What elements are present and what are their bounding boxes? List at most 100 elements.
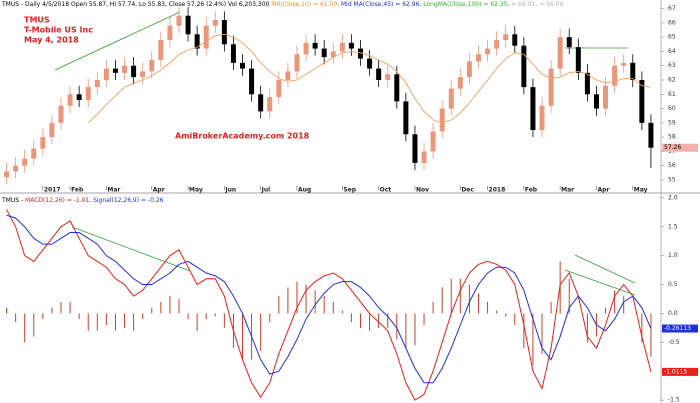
candle-body (22, 158, 28, 166)
y-tick-label: 67 (668, 5, 676, 12)
annotation: T-Mobile US Inc (24, 26, 93, 35)
y-tick-label: 55 (668, 177, 676, 184)
y-tick-label: 58 (668, 134, 676, 141)
candle-body (412, 134, 418, 163)
candle-body (539, 105, 545, 130)
candle-body (249, 68, 255, 95)
candle-body (13, 165, 19, 172)
header-part: Mid MA(Close,45) = 62.96, (341, 1, 423, 8)
x-tick-label: Aug (298, 187, 311, 194)
header: TMUS - MACD(12,26) = -1.01, Signal(12,26… (1, 197, 164, 204)
x-tick-label: Oct (380, 187, 392, 194)
candle-body (158, 40, 164, 60)
candle-body (258, 94, 264, 112)
candle-body (240, 62, 246, 69)
candle-body (94, 80, 100, 88)
candle-body (167, 25, 173, 40)
candle-body (466, 61, 472, 78)
annotation: TMUS (24, 16, 50, 25)
value-marker (662, 367, 698, 376)
candle-body (485, 48, 491, 55)
candle-body (548, 68, 554, 106)
x-tick-label: Sep (343, 187, 356, 194)
candle-body (421, 151, 427, 163)
candle-body (49, 122, 55, 138)
x-tick-label: Feb (71, 187, 84, 194)
candle-body (530, 87, 536, 130)
y-tick-label: 65 (668, 34, 676, 41)
candle-body (221, 20, 227, 45)
candle-body (103, 68, 109, 80)
candle-body (385, 74, 391, 80)
candle-body (112, 68, 118, 73)
header-part: MA(Close,10) = 61.50, (271, 1, 341, 8)
x-tick-label: 2018 (489, 187, 506, 194)
y-tick-label: 0.0 (668, 310, 678, 317)
candle-body (230, 44, 236, 63)
trend-line (54, 11, 181, 71)
candle-body (140, 71, 146, 78)
header-part: TMUS - Daily 4/5/2018 Open 55.87, Hi 57.… (1, 1, 271, 8)
moving-average (87, 33, 651, 124)
candle-body (367, 58, 373, 69)
candle-body (603, 85, 609, 109)
x-tick-label: Feb (525, 187, 538, 194)
header-part: LongMA(Close,100) = 62.35, (423, 1, 511, 8)
candle-body (76, 94, 82, 100)
trend-line (71, 226, 191, 272)
candle-body (358, 48, 363, 59)
candle-body (584, 72, 590, 95)
y-tick-label: 61 (668, 91, 676, 98)
candle-body (85, 87, 91, 100)
candle-body (330, 51, 336, 58)
y-tick-label: 59 (668, 119, 676, 126)
y-tick-label: 64 (668, 48, 676, 55)
candle-body (321, 48, 327, 58)
candle-body (4, 171, 10, 178)
header-part: Signal(12,26,9) = -0.26 (93, 197, 164, 204)
y-tick-label: 0.5 (668, 281, 678, 288)
candle-body (58, 105, 64, 123)
candle-body (575, 47, 581, 73)
candle-body (276, 80, 282, 98)
x-tick-label: Mar (561, 187, 574, 194)
candle-body (639, 80, 645, 123)
y-tick-label: 1.0 (668, 252, 678, 259)
candle-body (612, 65, 618, 86)
header-part: = 56.09 (539, 1, 563, 8)
y-tick-label: 60 (668, 105, 676, 112)
candle-body (593, 94, 599, 109)
candle-body (212, 20, 218, 26)
candle-body (475, 54, 481, 62)
header-part: MACD(12,26) = -1.01, (25, 197, 93, 204)
candle-body (557, 37, 563, 69)
x-tick-label: Apr (153, 187, 165, 194)
x-tick-label: May (189, 187, 203, 194)
value-marker (662, 143, 698, 152)
candle-body (457, 77, 463, 89)
candle-body (503, 34, 509, 40)
candle-body (439, 108, 445, 132)
x-tick-label: Jun (224, 187, 236, 194)
candle-body (31, 148, 37, 159)
candle-body (521, 45, 527, 88)
macd-line (6, 209, 652, 401)
y-tick-label: 62 (668, 77, 676, 84)
candle-body (40, 137, 46, 149)
x-tick-label: Dec (461, 187, 474, 194)
candle-body (149, 60, 155, 72)
value-marker-label: 57.26 (664, 144, 681, 151)
value-marker-label: -0.26113 (664, 325, 691, 332)
y-tick-label: 66 (668, 19, 676, 26)
candle-body (285, 71, 291, 80)
y-tick-label: 63 (668, 62, 676, 69)
header-part: TMUS - (1, 197, 25, 204)
candle-body (512, 34, 518, 46)
annotation: May 4, 2018 (24, 36, 79, 45)
y-tick-label: 1.5 (668, 223, 678, 230)
candle-body (294, 54, 300, 72)
candle-body (303, 42, 309, 55)
candle-body (430, 131, 436, 152)
x-tick-label: Jul (261, 187, 271, 194)
